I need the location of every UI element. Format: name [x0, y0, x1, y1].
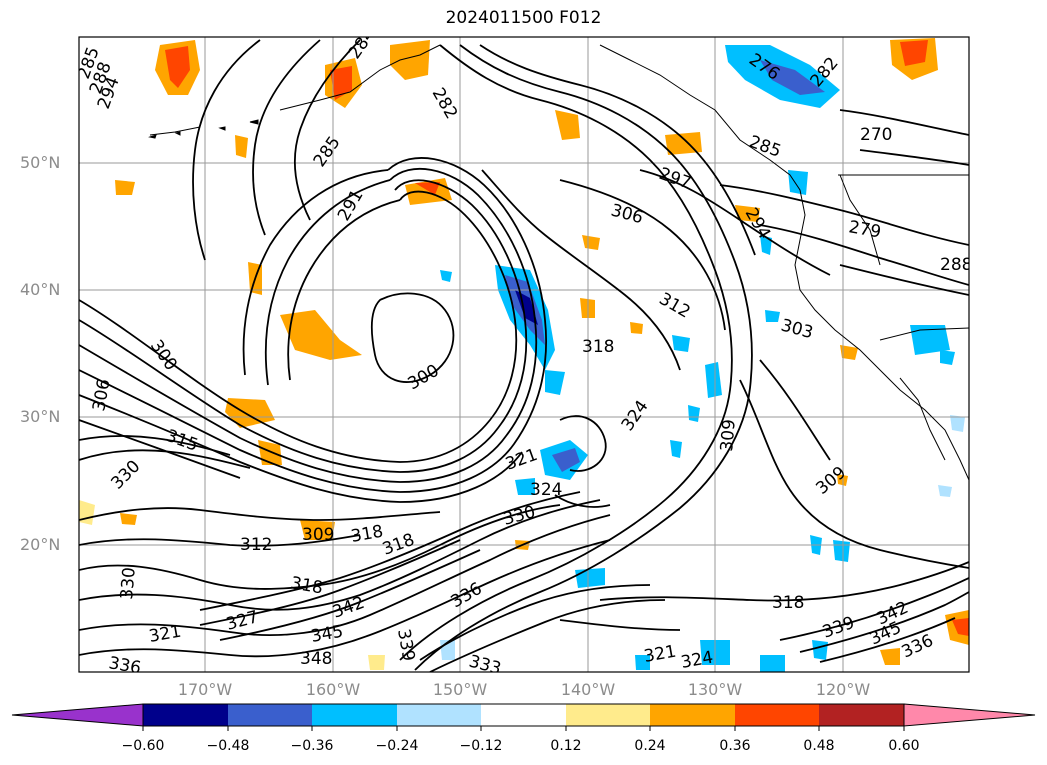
colorbar-tick-label: 0.60 [888, 738, 920, 754]
colorbar-segment [735, 704, 819, 726]
colorbar-tick-label: 0.36 [719, 738, 751, 754]
map-frame [78, 36, 970, 673]
contour-label: 330 [117, 566, 140, 600]
contour-label: 348 [300, 649, 332, 669]
colorbar [11, 703, 1036, 731]
colorbar-segment [228, 704, 312, 726]
lat-label: 20°N [20, 535, 61, 554]
colorbar-segment [819, 704, 904, 726]
colorbar-tick-label: −0.12 [459, 738, 503, 754]
contour-label: 288 [940, 255, 972, 275]
contour-label: 312 [240, 535, 272, 555]
contour-label: 333 [467, 652, 504, 680]
colorbar-segment [650, 704, 735, 726]
lon-label: 160°W [305, 680, 361, 699]
lon-label: 120°W [815, 680, 871, 699]
lat-label: 50°N [20, 153, 61, 172]
map-plot-area: 285 288 294 285 282 284 276 282 270 285 … [79, 37, 972, 680]
colorbar-tick-label: 0.12 [550, 738, 582, 754]
lon-label: 170°W [177, 680, 233, 699]
aleutian-islands [148, 119, 259, 139]
colorbar-segment [312, 704, 397, 726]
contour-label: 318 [772, 593, 804, 613]
lon-label: 130°W [687, 680, 743, 699]
colorbar-segment [143, 704, 228, 726]
colorbar-min-extension [11, 703, 144, 727]
colorbar-max-extension [903, 703, 1036, 727]
contour-label: 270 [860, 125, 892, 145]
colorbar-segment [481, 704, 566, 726]
contour-label: 324 [679, 648, 714, 673]
lat-label: 30°N [20, 407, 61, 426]
contour-label: 318 [582, 337, 614, 357]
contour-label: 336 [107, 653, 142, 678]
colorbar-tick-label: −0.48 [206, 738, 250, 754]
colorbar-tick-label: 0.48 [803, 738, 835, 754]
contour-label: 309 [717, 418, 740, 452]
colorbar-tick-label: 0.24 [634, 738, 666, 754]
colorbar-segment [397, 704, 481, 726]
colorbar-segment [566, 704, 650, 726]
lon-label: 150°W [432, 680, 488, 699]
colorbar-tick-label: −0.60 [121, 738, 165, 754]
lon-label: 140°W [560, 680, 616, 699]
contour-lines [79, 39, 969, 672]
contour-label: 324 [530, 480, 562, 500]
lat-label: 40°N [20, 280, 61, 299]
colorbar-tick-label: −0.36 [290, 738, 334, 754]
contour-label: 309 [302, 525, 334, 545]
colorbar-tick-label: −0.24 [375, 738, 419, 754]
map-title: 2024011500 F012 [445, 8, 602, 28]
